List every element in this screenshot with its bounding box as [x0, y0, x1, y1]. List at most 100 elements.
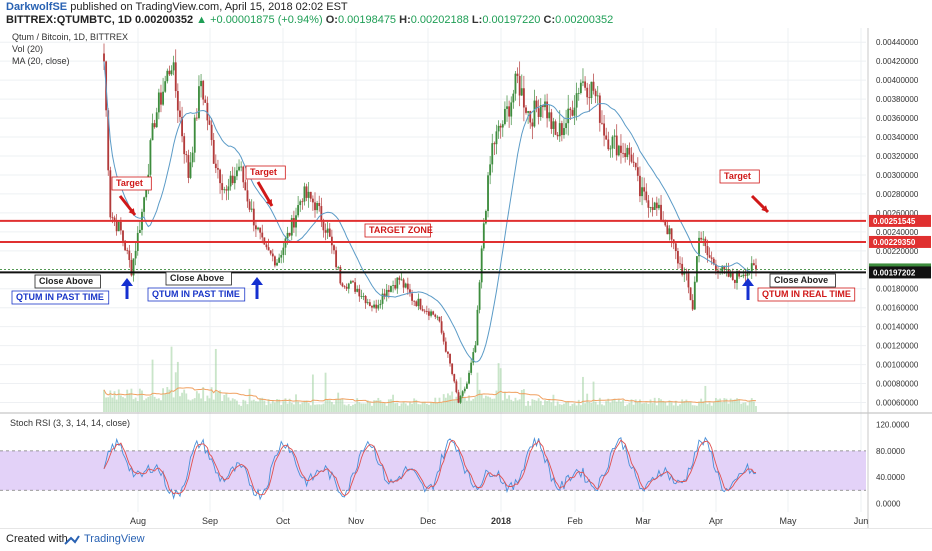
- volume-bar: [748, 400, 751, 412]
- price-tick-label: 0.00380000: [876, 95, 919, 104]
- volume-bar: [666, 405, 669, 412]
- volume-bar: [651, 403, 654, 412]
- volume-bar: [725, 398, 728, 412]
- volume-bar: [613, 398, 616, 412]
- candle-body: [151, 123, 154, 141]
- candle-body: [482, 223, 485, 249]
- volume-bar: [400, 403, 403, 412]
- candle-body: [126, 250, 129, 252]
- candle-body: [651, 207, 654, 210]
- candle-body: [352, 281, 354, 283]
- candle-body: [119, 221, 122, 231]
- volume-bar: [240, 405, 243, 412]
- candle-body: [518, 75, 521, 96]
- volume-bar: [506, 398, 508, 412]
- candle-body: [594, 90, 597, 97]
- price-grid: [0, 28, 866, 512]
- volume-bar: [704, 385, 707, 412]
- price-level-badge-text: 0.00229350: [873, 238, 916, 247]
- volume-bar: [295, 394, 297, 412]
- candle-body: [360, 296, 363, 297]
- candle-body: [455, 381, 458, 393]
- candle-body: [569, 108, 572, 111]
- price-tick-label: 0.00100000: [876, 361, 919, 370]
- tradingview-brand-link[interactable]: TradingView: [84, 533, 145, 545]
- volume-bar: [153, 396, 156, 412]
- volume-bar: [259, 398, 262, 412]
- candle-body: [596, 95, 599, 97]
- volume-bar: [183, 389, 186, 412]
- volume-bar: [311, 374, 314, 412]
- candle-body: [271, 253, 274, 257]
- candle-body: [449, 353, 451, 364]
- candle-body: [579, 82, 582, 93]
- candle-body: [742, 274, 745, 277]
- volume-bar: [480, 394, 483, 412]
- volume-bar: [495, 390, 498, 412]
- candle-body: [219, 169, 221, 184]
- candle-body: [174, 62, 177, 92]
- volume-bar: [248, 388, 251, 412]
- blue-arrow-head-icon: [121, 278, 133, 286]
- volume-bar: [750, 398, 753, 412]
- candle-body: [472, 352, 475, 363]
- volume-bar: [649, 399, 652, 412]
- candle-body: [598, 95, 601, 123]
- candle-body: [430, 311, 432, 316]
- volume-bar: [227, 397, 230, 412]
- target-label-box: [111, 176, 152, 191]
- volume-bar: [442, 394, 445, 412]
- stoch-k-line: [103, 436, 757, 501]
- volume-bar: [349, 405, 352, 412]
- candle-body: [641, 187, 643, 197]
- up-arrow-icon: ▲: [196, 14, 208, 26]
- volume-bar: [529, 405, 532, 412]
- candle-body: [109, 170, 112, 218]
- candle-body: [503, 108, 506, 125]
- volume-bar: [252, 399, 255, 412]
- volume-bar: [546, 400, 549, 412]
- candle-body: [444, 341, 447, 352]
- candle-body: [185, 154, 188, 156]
- price-tick-label: 0.00240000: [876, 228, 919, 237]
- volume-bar: [582, 376, 584, 412]
- candle-body: [276, 262, 278, 266]
- candle-body: [128, 250, 131, 261]
- volume-bar: [444, 397, 447, 412]
- volume-bar: [358, 402, 361, 412]
- candle-body: [204, 99, 207, 103]
- candle-body: [752, 263, 755, 266]
- candle-body: [402, 279, 405, 288]
- volume-bar: [117, 389, 120, 412]
- volume-bar: [453, 400, 456, 412]
- volume-bar: [221, 400, 224, 412]
- volume-bar: [461, 393, 464, 412]
- volume-bar: [162, 388, 164, 412]
- price-level-badge: [869, 235, 931, 248]
- volume-bar: [660, 399, 662, 412]
- volume-bar: [681, 399, 684, 412]
- candle-body: [750, 263, 753, 272]
- author-link[interactable]: DarkwolfSE: [6, 1, 68, 13]
- close-above-label: Close Above: [39, 276, 93, 286]
- volume-bar: [225, 392, 228, 412]
- candle-body: [115, 220, 118, 232]
- volume-bar: [440, 402, 443, 412]
- volume-bar: [512, 401, 515, 412]
- candle-body: [377, 305, 380, 309]
- candle-body: [339, 267, 342, 284]
- volume-bar: [290, 402, 293, 412]
- volume-bar: [560, 404, 563, 412]
- volume-bar: [206, 395, 209, 412]
- chart-area[interactable]: Target Target Target TARGET ZONE Close Above…: [0, 28, 932, 528]
- volume-bar: [413, 398, 416, 412]
- volume-bar: [282, 401, 285, 412]
- candle-body: [527, 111, 530, 113]
- volume-bar: [544, 400, 546, 412]
- volume-bar: [571, 404, 574, 412]
- volume-bar: [428, 404, 430, 412]
- time-axis[interactable]: Aug Sep Oct Nov Dec 2018 Feb Mar Apr May Jun: [130, 516, 868, 526]
- volume-bar: [611, 399, 614, 412]
- candle-body: [620, 145, 622, 153]
- candle-body: [729, 273, 732, 277]
